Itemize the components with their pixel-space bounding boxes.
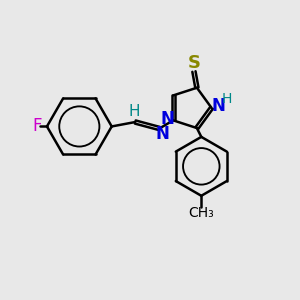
Text: F: F (33, 117, 42, 135)
Text: H: H (222, 92, 232, 106)
Text: S: S (188, 54, 200, 72)
Text: N: N (161, 110, 175, 128)
Text: N: N (155, 125, 169, 143)
Text: N: N (211, 98, 225, 116)
Text: CH₃: CH₃ (188, 206, 214, 220)
Text: H: H (128, 104, 140, 119)
